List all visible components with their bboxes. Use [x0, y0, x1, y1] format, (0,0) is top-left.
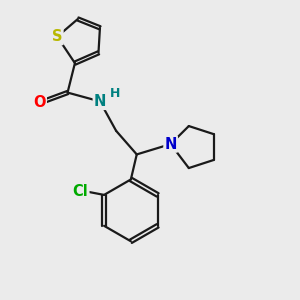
Text: H: H	[110, 87, 120, 100]
Text: S: S	[52, 29, 62, 44]
Text: Cl: Cl	[73, 184, 88, 200]
Text: O: O	[33, 95, 46, 110]
Text: N: N	[94, 94, 106, 109]
Text: N: N	[164, 136, 177, 152]
